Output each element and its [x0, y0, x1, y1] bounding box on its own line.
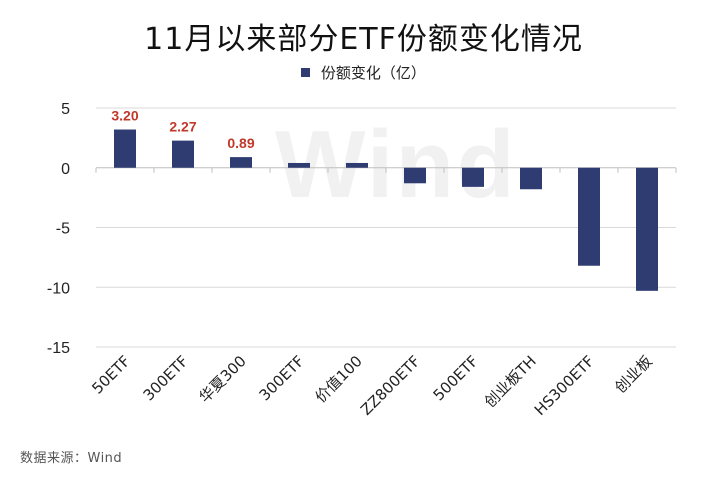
x-tick-label: 创业板TH	[481, 352, 540, 411]
y-tick-label: -10	[47, 280, 70, 297]
bar	[114, 129, 136, 168]
x-tick-label: 50ETF	[88, 352, 134, 398]
bar	[636, 167, 658, 291]
bar	[520, 167, 542, 190]
source-note: 数据来源：Wind	[20, 451, 123, 466]
y-tick-label: 0	[61, 161, 70, 178]
data-label: 3.20	[111, 108, 138, 124]
x-tick-label: HS300ETF	[531, 352, 598, 419]
y-tick-label: -15	[47, 340, 70, 357]
x-tick-label: 华夏300	[196, 352, 250, 406]
legend: 份额变化（亿）	[0, 62, 727, 83]
bar	[288, 162, 310, 168]
data-label: 0.89	[227, 135, 254, 151]
x-tick-label: 价值100	[312, 352, 366, 406]
legend-swatch	[301, 68, 311, 77]
legend-label: 份额变化（亿）	[320, 64, 426, 82]
chart-title: 11月以来部分ETF份额变化情况	[144, 22, 583, 57]
bar	[230, 157, 252, 168]
bar	[404, 167, 426, 184]
x-tick-label: 500ETF	[430, 352, 482, 404]
y-tick-label: -5	[56, 221, 70, 238]
y-tick-label: 5	[61, 101, 70, 118]
bar	[462, 167, 484, 187]
data-label: 2.27	[169, 119, 196, 135]
bar	[172, 140, 194, 168]
bar	[346, 162, 368, 168]
x-tick-label: 300ETF	[140, 352, 192, 404]
bar	[578, 167, 600, 266]
x-tick-label: 300ETF	[256, 352, 308, 404]
x-tick-label: 创业板	[611, 352, 656, 397]
x-tick-label: ZZ800ETF	[357, 352, 424, 419]
watermark: Wind	[275, 111, 517, 218]
